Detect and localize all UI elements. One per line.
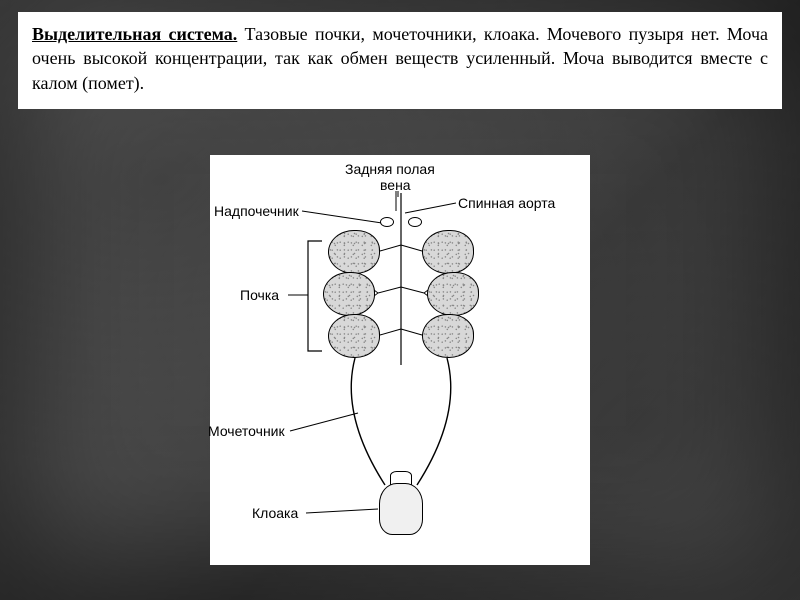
- label-vena-line2: вена: [380, 177, 411, 193]
- adrenal-left: [380, 217, 394, 227]
- kidney-left-1: [328, 230, 380, 274]
- kidney-right-3: [422, 314, 474, 358]
- paragraph: Выделительная система. Тазовые почки, мо…: [32, 22, 768, 95]
- kidney-left-2: [323, 272, 375, 316]
- label-cloaca: Клоака: [252, 505, 298, 521]
- adrenal-right: [408, 217, 422, 227]
- label-ureter: Мочеточник: [208, 423, 285, 439]
- label-kidney: Почка: [240, 287, 279, 303]
- label-aorta: Спинная аорта: [458, 195, 555, 211]
- heading: Выделительная система.: [32, 24, 237, 44]
- label-adrenal: Надпочечник: [214, 203, 299, 219]
- label-vena-cava: Задняя полая: [345, 161, 435, 177]
- kidney-right-1: [422, 230, 474, 274]
- kidney-left-3: [328, 314, 380, 358]
- kidney-right-2: [427, 272, 479, 316]
- text-box: Выделительная система. Тазовые почки, мо…: [18, 12, 782, 109]
- cloaca: [379, 483, 423, 535]
- excretory-diagram: Задняя полая вена Надпочечник Спинная ао…: [210, 155, 590, 565]
